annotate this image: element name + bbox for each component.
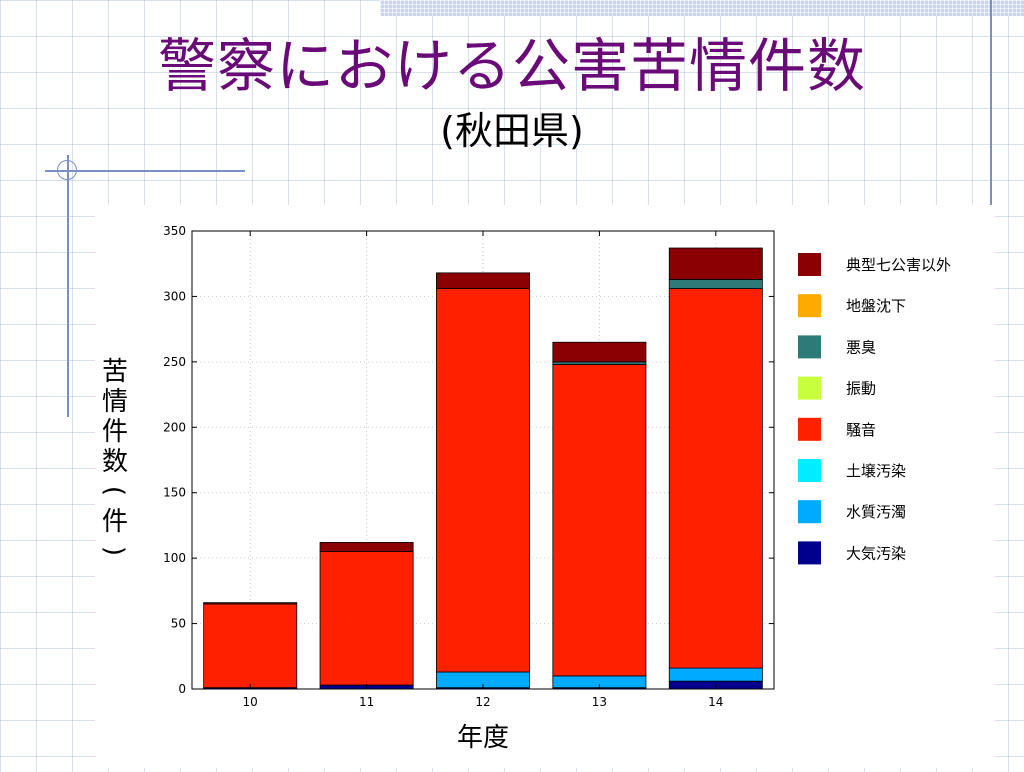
y-tick-label: 350 <box>163 224 186 238</box>
top-decorative-band <box>380 0 1024 16</box>
x-tick-label: 12 <box>475 695 490 709</box>
legend-label: 悪臭 <box>846 338 876 356</box>
x-tick-label: 13 <box>592 695 607 709</box>
x-tick-label: 10 <box>243 695 258 709</box>
x-axis-label: 年度 <box>457 723 509 753</box>
legend-label: 振動 <box>846 380 876 398</box>
legend-swatch <box>798 253 821 276</box>
legend-swatch <box>798 500 821 524</box>
x-tick-label: 14 <box>708 695 723 709</box>
bar-segment <box>668 279 763 289</box>
legend-swatch <box>798 541 821 565</box>
slide-title: 警察における公害苦情件数 <box>157 32 866 100</box>
bar-segment <box>552 341 647 363</box>
y-tick-label: 250 <box>163 355 186 369</box>
bar-segment <box>203 602 298 605</box>
legend-label: 水質汚濁 <box>846 503 906 521</box>
legend-label: 大気汚染 <box>846 544 906 562</box>
chart-panel: 0 50 100 150 200 250 300 350 10 11 12 13 14 年度苦情件数(件)… <box>95 205 995 768</box>
y-tick-label: 0 <box>178 682 186 696</box>
y-axis-label-char: 件 <box>102 507 128 537</box>
legend-swatch <box>798 335 821 359</box>
legend-label: 典型七公害以外 <box>846 256 951 274</box>
y-axis-label-char: 苦 <box>102 357 128 387</box>
legend-swatch <box>798 294 821 318</box>
decorative-circle <box>57 160 77 180</box>
legend-label: 土壌汚染 <box>846 462 906 480</box>
bar-segment <box>668 667 763 682</box>
slide-subtitle: (秋田県) <box>440 109 584 153</box>
y-tick-label: 300 <box>163 289 186 303</box>
y-tick-label: 50 <box>171 617 186 631</box>
bar-segment <box>668 288 763 669</box>
bar-segment <box>552 364 647 677</box>
y-axis-label-char: ) <box>99 546 129 556</box>
y-axis-label-char: 数 <box>102 447 128 477</box>
y-tick-label: 100 <box>163 551 186 565</box>
y-tick-label: 150 <box>163 486 186 500</box>
x-tick-label: 11 <box>359 695 374 709</box>
decorative-vertical-line-right <box>990 0 992 262</box>
decorative-vertical-line-left <box>67 155 69 417</box>
bar-segment <box>319 542 414 553</box>
bar-segment <box>436 272 530 289</box>
legend-swatch <box>798 459 821 482</box>
decorative-horizontal-line <box>45 170 245 172</box>
bar-segment <box>436 288 530 673</box>
bar-segment <box>319 551 414 686</box>
y-axis-label-char: 情 <box>102 387 128 417</box>
y-tick-label: 200 <box>163 420 186 434</box>
legend-swatch <box>798 417 821 441</box>
y-axis-label-char: 件 <box>102 417 128 447</box>
y-axis-label-char: ( <box>99 486 129 496</box>
legend-label: 騒音 <box>846 421 876 439</box>
legend-label: 地盤沈下 <box>846 297 906 315</box>
bar-segment <box>203 603 298 689</box>
legend-swatch <box>798 376 821 400</box>
bar-segment <box>668 247 763 280</box>
